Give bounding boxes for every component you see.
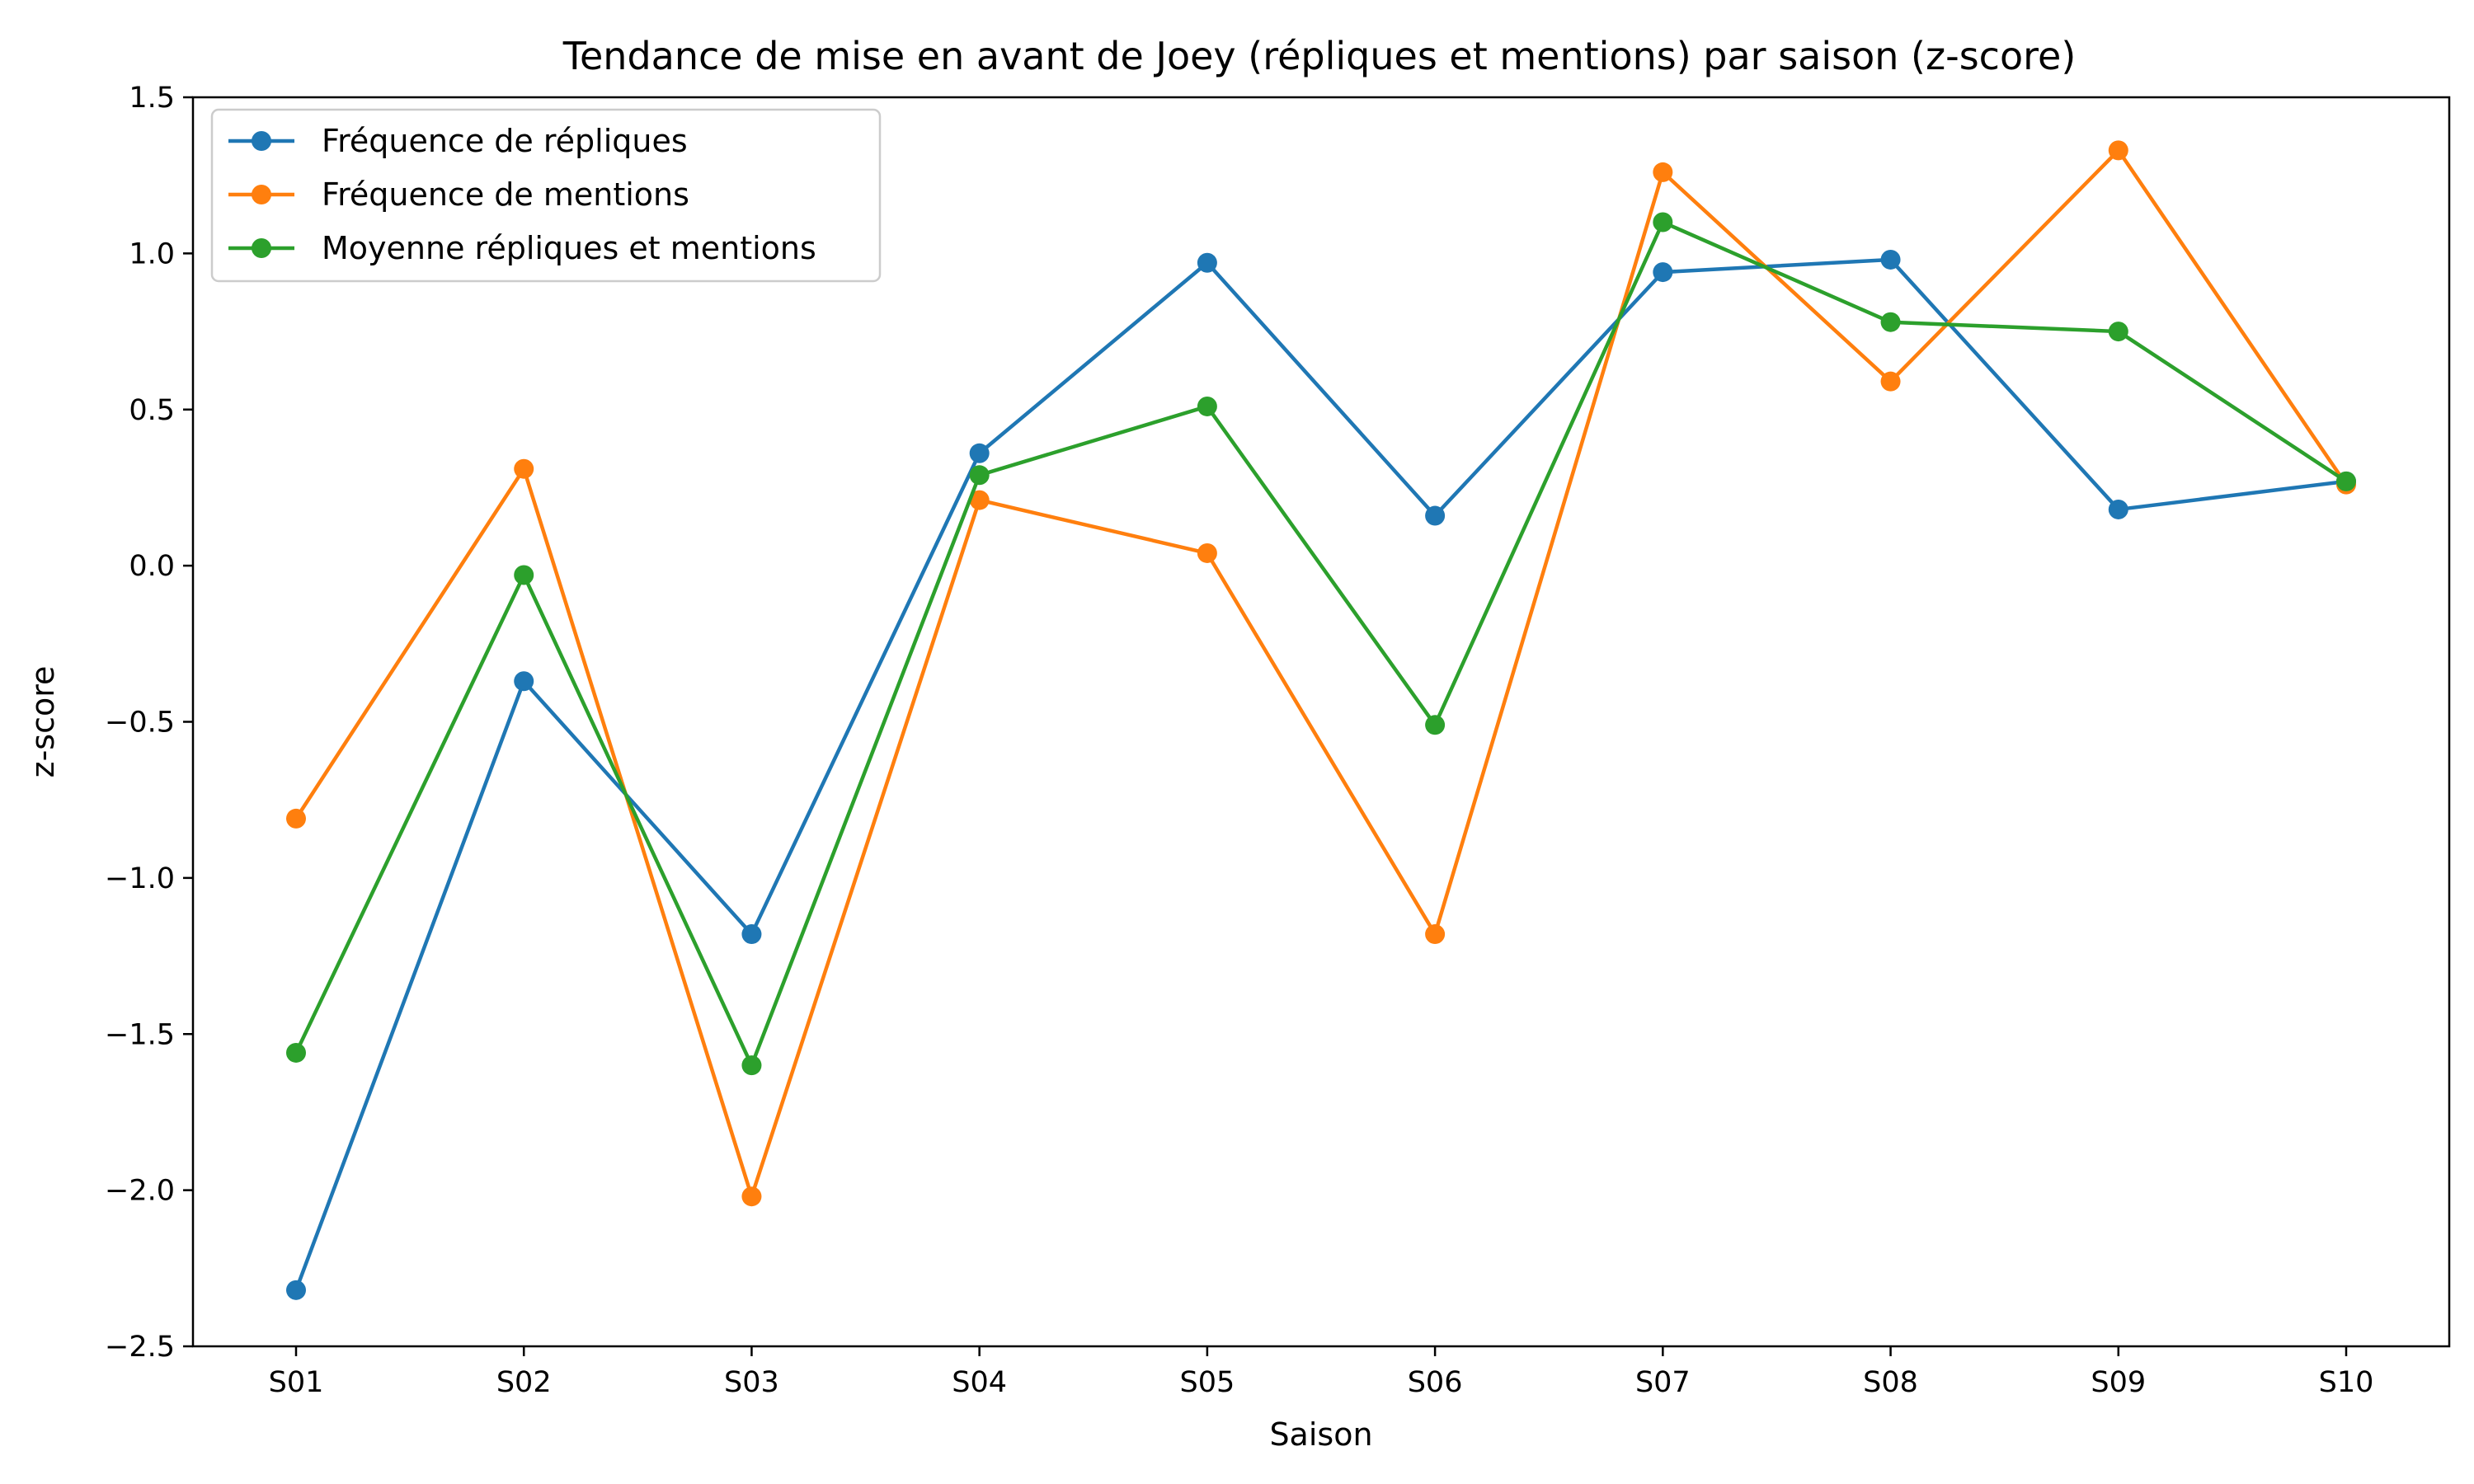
- data-point: [2108, 140, 2128, 161]
- y-axis-label: z-score: [25, 666, 61, 778]
- x-axis-label: Saison: [1269, 1416, 1372, 1453]
- data-point: [1197, 252, 1217, 273]
- data-point: [2336, 471, 2356, 491]
- legend-marker: [252, 131, 271, 151]
- x-tick-label: S04: [952, 1366, 1007, 1399]
- plot-area-frame: [191, 96, 2451, 1348]
- legend-entry: Moyenne répliques et mentions: [228, 230, 816, 266]
- series-line: [294, 220, 2348, 1068]
- data-point: [286, 1042, 306, 1063]
- data-point: [1425, 715, 1446, 735]
- y-axis-ticks: −2.5 −2.0 −1.5 −1.0 −0.5 0.0 0.5 1.0 1.5: [105, 82, 193, 1364]
- data-point: [741, 1186, 762, 1207]
- x-tick-label: S03: [724, 1366, 779, 1399]
- x-tick-label: S02: [496, 1366, 552, 1399]
- data-point: [1653, 262, 1673, 283]
- y-tick-label: −1.0: [105, 862, 175, 895]
- data-point: [1880, 249, 1901, 270]
- data-point: [2108, 322, 2128, 342]
- chart-title: Tendance de mise en avant de Joey (répli…: [562, 34, 2077, 78]
- data-point: [1880, 312, 1901, 332]
- y-tick-label: −1.5: [105, 1018, 175, 1051]
- legend-label: Fréquence de répliques: [322, 123, 688, 159]
- legend-entry: Fréquence de répliques: [228, 123, 688, 159]
- data-point: [514, 565, 534, 585]
- data-point: [1425, 505, 1446, 526]
- y-tick-label: −0.5: [105, 707, 175, 740]
- x-tick-label: S06: [1408, 1366, 1463, 1399]
- data-point: [741, 924, 762, 945]
- data-point: [514, 458, 534, 479]
- series-line: [294, 148, 2348, 1199]
- x-tick-label: S07: [1635, 1366, 1691, 1399]
- x-axis-ticks: S01 S02 S03 S04 S05 S06 S07 S08 S09 S10: [269, 1346, 2374, 1399]
- data-point: [1425, 924, 1446, 945]
- y-tick-label: 0.5: [129, 394, 175, 427]
- series-1: [286, 249, 2356, 1300]
- legend-marker: [252, 185, 271, 204]
- y-tick-label: −2.5: [105, 1331, 175, 1364]
- data-point: [969, 443, 990, 463]
- x-tick-label: S08: [1863, 1366, 1918, 1399]
- data-point: [2108, 499, 2128, 519]
- y-tick-label: −2.0: [105, 1175, 175, 1208]
- y-tick-label: 1.0: [129, 237, 175, 270]
- legend-label: Moyenne répliques et mentions: [322, 230, 816, 266]
- data-point: [514, 671, 534, 692]
- data-point: [1197, 542, 1217, 563]
- data-point: [1197, 396, 1217, 416]
- data-point: [741, 1055, 762, 1076]
- x-tick-label: S01: [269, 1366, 324, 1399]
- data-point: [969, 465, 990, 486]
- series-line: [294, 257, 2347, 1291]
- data-point: [286, 1280, 306, 1300]
- data-point: [1653, 212, 1673, 232]
- legend-frame: [210, 108, 882, 283]
- legend: Fréquence de répliques Fréquence de menti…: [210, 108, 882, 283]
- series-layer: [286, 140, 2356, 1300]
- data-point: [1880, 371, 1901, 392]
- x-tick-label: S09: [2091, 1366, 2146, 1399]
- legend-label: Fréquence de mentions: [322, 176, 689, 213]
- data-point: [969, 490, 990, 510]
- series-3: [286, 212, 2356, 1076]
- legend-marker: [252, 238, 271, 258]
- x-tick-label: S10: [2319, 1366, 2374, 1399]
- legend-entry: Fréquence de mentions: [228, 176, 689, 213]
- x-tick-label: S05: [1180, 1366, 1235, 1399]
- data-point: [286, 808, 306, 829]
- y-tick-label: 0.0: [129, 550, 175, 583]
- y-tick-label: 1.5: [129, 82, 175, 115]
- series-2: [286, 140, 2356, 1207]
- data-point: [1653, 162, 1673, 182]
